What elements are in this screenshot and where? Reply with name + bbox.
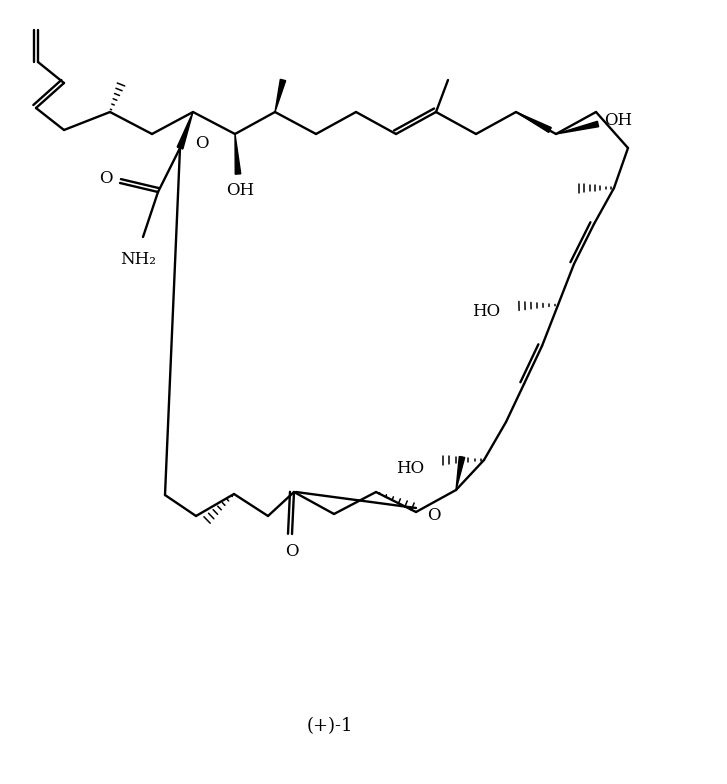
Text: OH: OH (604, 111, 632, 129)
Polygon shape (177, 112, 193, 149)
Polygon shape (235, 134, 241, 174)
Polygon shape (556, 122, 598, 134)
Text: HO: HO (396, 459, 424, 477)
Text: HO: HO (472, 303, 500, 320)
Polygon shape (516, 112, 551, 132)
Text: O: O (196, 135, 209, 151)
Text: O: O (427, 507, 441, 524)
Text: NH₂: NH₂ (120, 251, 156, 267)
Text: O: O (100, 169, 113, 187)
Text: O: O (285, 543, 299, 561)
Polygon shape (275, 79, 286, 112)
Polygon shape (456, 456, 465, 490)
Text: OH: OH (226, 182, 254, 198)
Text: (+)-1: (+)-1 (307, 717, 353, 735)
